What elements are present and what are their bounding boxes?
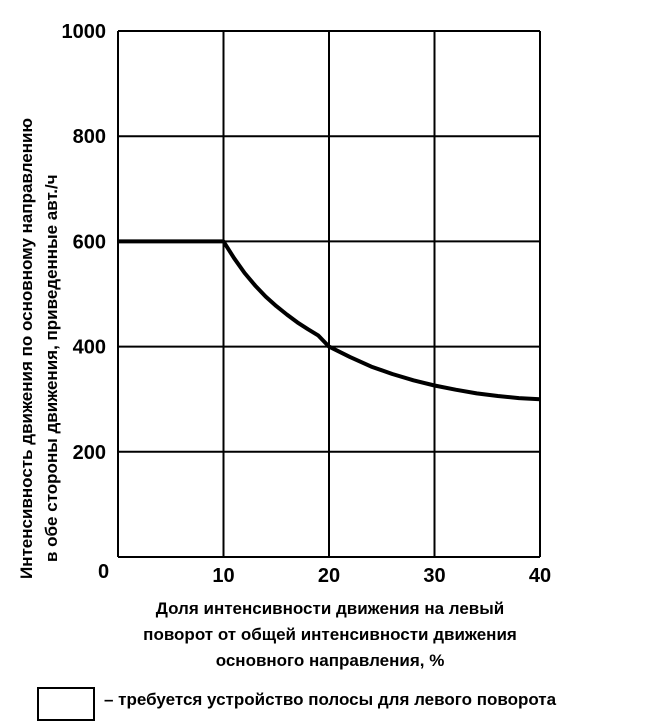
origin-label: 0 bbox=[98, 561, 109, 583]
x-axis-label: Доля интенсивности движения на левый пов… bbox=[80, 596, 580, 674]
y-tick-label: 400 bbox=[73, 337, 106, 359]
legend-text: – требуется устройство полосы для левого… bbox=[104, 690, 557, 709]
x-tick-label: 10 bbox=[212, 565, 234, 587]
series-line bbox=[118, 239, 541, 402]
y-tick-label: 1000 bbox=[62, 21, 107, 43]
y-tick-label: 600 bbox=[73, 231, 106, 253]
x-axis-label-line-1: Доля интенсивности движения на левый bbox=[155, 599, 505, 618]
legend-swatch bbox=[37, 687, 95, 721]
y-axis-label-line-2: в обе стороны движения, приведенные авт.… bbox=[42, 174, 61, 562]
x-tick-label: 20 bbox=[318, 565, 340, 587]
x-tick-label: 30 bbox=[423, 565, 445, 587]
y-tick-label: 200 bbox=[73, 442, 106, 464]
grid bbox=[117, 30, 541, 558]
tick-labels: 0 10 20 30 40 200 400 600 800 1000 bbox=[62, 21, 552, 587]
x-axis-label-line-3: основного направления, % bbox=[215, 651, 445, 670]
x-tick-label: 40 bbox=[529, 565, 551, 587]
series-layer bbox=[118, 239, 541, 402]
x-axis-label-line-2: поворот от общей интенсивности движения bbox=[143, 625, 517, 644]
y-tick-label: 800 bbox=[73, 126, 106, 148]
y-axis-label-line-1: Интенсивность движения по основному напр… bbox=[17, 118, 36, 579]
